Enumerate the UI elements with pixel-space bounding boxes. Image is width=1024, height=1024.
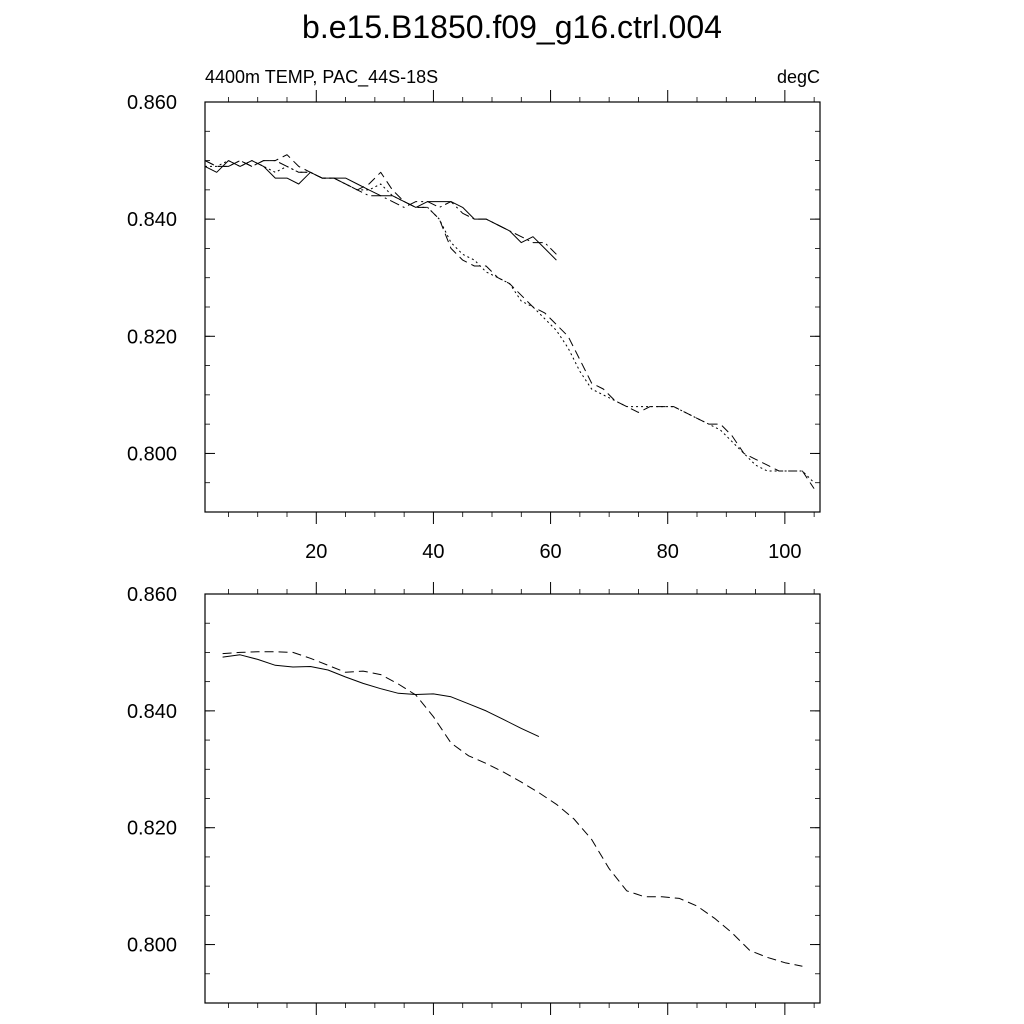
chart-title: b.e15.B1850.f09_g16.ctrl.004 — [302, 9, 722, 45]
y-tick-label: 0.820 — [127, 818, 177, 840]
series-line-solid — [204, 160, 557, 261]
y-tick-label: 0.840 — [127, 209, 177, 231]
bottom-panel: 0.800 0.820 0.840 0.860 — [127, 582, 821, 1015]
y-tick-label: 0.860 — [127, 584, 177, 606]
plot-frame — [204, 593, 821, 1004]
y-tick-label: 0.840 — [127, 701, 177, 723]
series-line-dotted — [205, 160, 815, 484]
x-tick-label: 40 — [422, 541, 444, 563]
series-line-dashed — [204, 154, 815, 489]
top-panel: 0.800 0.820 0.840 0.860 20 40 60 80 100 — [127, 90, 821, 563]
chart-subtitle-left: 4400m TEMP, PAC_44S-18S — [205, 67, 438, 88]
y-tick-label: 0.860 — [127, 92, 177, 114]
series-line-solid — [222, 654, 540, 738]
x-tick-label: 20 — [305, 541, 327, 563]
x-tick-label: 60 — [539, 541, 561, 563]
y-tick-label: 0.820 — [127, 326, 177, 348]
y-tick-label: 0.800 — [127, 443, 177, 465]
chart-units-label: degC — [777, 67, 820, 87]
series-line-dashed — [222, 651, 803, 967]
plot-frame — [204, 101, 821, 513]
x-tick-label: 80 — [657, 541, 679, 563]
x-tick-label: 100 — [768, 541, 801, 563]
series-line-dash-dot — [204, 160, 557, 255]
y-tick-label: 0.800 — [127, 935, 177, 957]
